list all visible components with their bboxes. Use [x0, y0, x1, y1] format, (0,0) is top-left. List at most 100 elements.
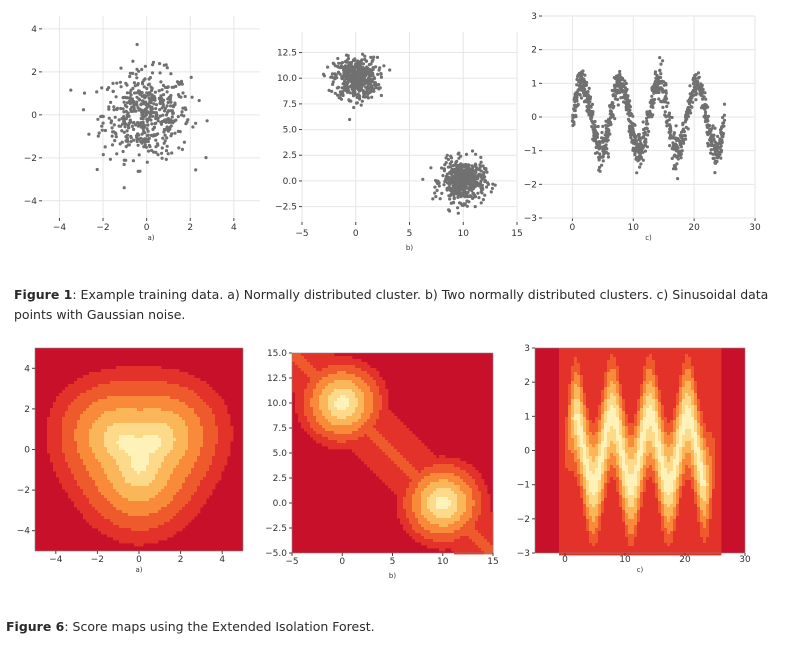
heatmap-cell	[164, 477, 168, 481]
data-point	[708, 124, 712, 128]
heatmap-cell	[116, 420, 120, 424]
figure1-caption-text: : Example training data. a) Normally dis…	[14, 287, 769, 322]
heatmap-cell	[212, 390, 216, 394]
data-point	[590, 102, 595, 106]
heatmap-cell	[197, 489, 201, 493]
data-point	[706, 141, 710, 145]
heatmap-cell	[191, 432, 195, 436]
heatmap-cell	[128, 486, 132, 490]
data-point	[625, 97, 629, 101]
heatmap-cell	[152, 483, 156, 487]
heatmap-cell	[167, 474, 171, 478]
data-point	[447, 194, 451, 198]
heatmap-cell	[68, 402, 72, 406]
data-point	[132, 127, 136, 131]
heatmap-cell	[173, 474, 177, 478]
heatmap-cell	[62, 480, 66, 484]
heatmap-cell	[140, 405, 144, 409]
data-point	[482, 173, 486, 177]
heatmap-cell	[173, 441, 177, 445]
heatmap-cell	[98, 393, 102, 397]
heatmap-cell	[185, 396, 189, 400]
heatmap-cell	[107, 441, 111, 445]
heatmap-cell	[224, 432, 228, 436]
heatmap-cell	[62, 471, 66, 475]
heatmap-cell	[59, 432, 63, 436]
heatmap-cell	[137, 390, 141, 394]
heatmap-cell	[179, 372, 183, 376]
heatmap-cell	[203, 480, 207, 484]
heatmap-cell	[191, 393, 195, 397]
heatmap-cell	[95, 429, 99, 433]
data-point	[641, 120, 645, 124]
heatmap-cell	[95, 405, 99, 409]
heatmap-cell	[218, 474, 222, 478]
heatmap-cell	[182, 405, 186, 409]
heatmap-cell	[212, 408, 216, 412]
heatmap-cell	[203, 423, 207, 427]
heatmap-cell	[173, 477, 177, 481]
heatmap-cell	[185, 489, 189, 493]
data-point	[675, 154, 679, 158]
data-point	[469, 181, 473, 185]
data-point	[132, 138, 136, 142]
heatmap-cell	[206, 429, 210, 433]
heatmap-cell	[140, 369, 144, 373]
heatmap-cell	[101, 480, 105, 484]
heatmap-cell	[200, 495, 204, 499]
heatmap-cell	[140, 456, 144, 460]
data-point	[592, 126, 597, 130]
heatmap-cell	[80, 399, 84, 403]
heatmap-cell	[188, 459, 192, 463]
heatmap-cell	[86, 471, 90, 475]
data-point	[573, 99, 577, 103]
heatmap-cell	[212, 447, 216, 451]
heatmap-cell	[224, 453, 228, 457]
heatmap-cell	[62, 414, 66, 418]
heatmap-cell	[176, 447, 180, 451]
heatmap-cell	[206, 453, 210, 457]
heatmap-cell	[173, 408, 177, 412]
heatmap-cell	[140, 393, 144, 397]
heatmap-cell	[74, 492, 78, 496]
data-point	[476, 182, 480, 186]
heatmap-cell	[182, 480, 186, 484]
heatmap-cell	[152, 486, 156, 490]
heatmap-cell	[218, 414, 222, 418]
data-point	[631, 139, 635, 143]
heatmap-cell	[125, 372, 129, 376]
heatmap-cell	[203, 435, 207, 439]
data-point	[382, 64, 386, 68]
data-point	[356, 76, 360, 80]
data-point	[112, 123, 116, 127]
heatmap-cell	[128, 435, 132, 439]
data-point	[618, 69, 622, 74]
heatmap-cell	[101, 420, 105, 424]
heatmap-cell	[113, 456, 117, 460]
data-point	[113, 139, 117, 143]
heatmap-cell	[161, 384, 165, 388]
heatmap-cell	[83, 468, 87, 472]
heatmap-cell	[215, 405, 219, 409]
data-point	[681, 123, 685, 127]
data-point	[343, 79, 347, 83]
data-point	[158, 101, 162, 105]
heatmap-cell	[155, 384, 159, 388]
data-point	[131, 159, 135, 163]
heatmap-cell	[161, 399, 165, 403]
heatmap-cell	[95, 417, 99, 421]
heatmap-cell	[149, 474, 153, 478]
heatmap-cell	[98, 384, 102, 388]
heatmap-cell	[173, 492, 177, 496]
data-point	[459, 154, 463, 158]
heatmap-cell	[116, 495, 120, 499]
heatmap-cell	[128, 468, 132, 472]
heatmap-cell	[131, 420, 135, 424]
heatmap-cell	[176, 375, 180, 379]
heatmap-cell	[152, 477, 156, 481]
heatmap-cell	[152, 393, 156, 397]
heatmap-cell	[215, 477, 219, 481]
data-point	[479, 160, 483, 164]
heatmap-cell	[215, 423, 219, 427]
heatmap-cell	[131, 390, 135, 394]
